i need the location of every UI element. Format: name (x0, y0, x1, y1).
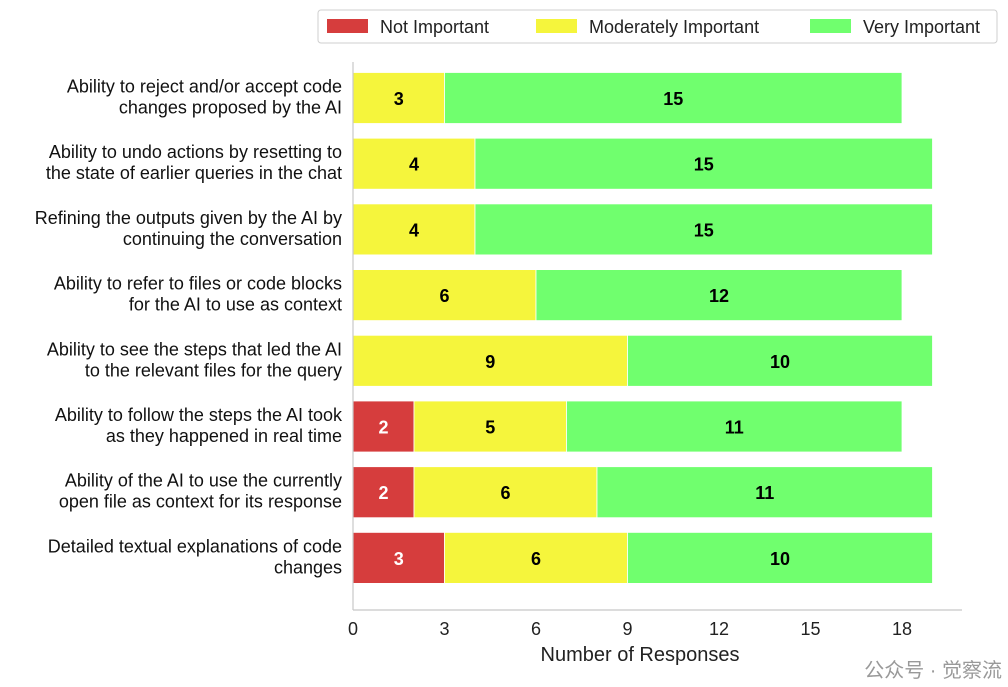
x-tick-label: 9 (622, 619, 632, 639)
x-tick-label: 18 (892, 619, 912, 639)
bar-segment (352, 72, 445, 124)
bar-value-label: 10 (770, 549, 790, 569)
x-tick-labels: 0 3 6 9 12 15 18 (348, 619, 912, 639)
category-label: Ability to reject and/or accept code (67, 77, 342, 97)
category-label: Ability to refer to files or code blocks (54, 274, 342, 294)
bar-value-label: 15 (694, 155, 714, 175)
bar-segment (352, 532, 445, 584)
bar-value-label: 6 (439, 286, 449, 306)
category-labels: Ability to reject and/or accept codechan… (35, 77, 343, 578)
bar-segment (474, 137, 933, 190)
bar-value-label: 9 (485, 352, 495, 372)
bar-segment (566, 400, 903, 453)
bar-segment (352, 269, 537, 322)
bar-value-label: 15 (694, 220, 714, 240)
bar-value-label: 3 (394, 549, 404, 569)
legend-box (317, 9, 998, 44)
bar-segment (627, 532, 933, 584)
category-label: Ability to undo actions by resetting to (49, 142, 342, 162)
watermark: 公众号 · 觉察流 (864, 659, 1002, 682)
legend-label: Not Important (380, 17, 489, 37)
bar-segment (627, 334, 933, 387)
bars-group: 3 15 4 15 4 15 6 12 9 10 2 5 11 2 6 11 3 6 10 (352, 72, 933, 584)
bar-value-label: 11 (725, 418, 744, 438)
legend-label: Moderately Important (589, 17, 759, 37)
x-tick-label: 6 (531, 619, 541, 639)
category-label: as they happened in real time (106, 426, 342, 446)
category-label: Ability of the AI to use the currently (65, 471, 342, 491)
bar-value-label: 11 (755, 483, 774, 503)
legend-swatch (536, 19, 577, 33)
bar-value-label: 10 (770, 352, 790, 372)
bar-segment (352, 137, 476, 190)
x-axis-label: Number of Responses (541, 644, 740, 666)
bar-value-label: 2 (378, 483, 388, 503)
bar-segment (413, 466, 598, 519)
bar-segment (444, 72, 903, 124)
category-label: for the AI to use as context (129, 295, 342, 315)
category-label: open file as context for its response (59, 492, 342, 512)
bar-segment (444, 532, 628, 584)
bar-value-label: 12 (709, 286, 729, 306)
legend-swatch (327, 19, 368, 33)
category-label: Refining the outputs given by the AI by (35, 208, 342, 228)
bar-value-label: 2 (378, 418, 388, 438)
bar-segment (413, 400, 567, 453)
legend-label: Very Important (863, 17, 980, 37)
category-label: to the relevant files for the query (85, 360, 342, 380)
category-label: Detailed textual explanations of code (48, 536, 342, 556)
bar-segment (474, 203, 933, 256)
bar-value-label: 4 (409, 220, 419, 240)
bar-segment (352, 466, 415, 519)
bar-value-label: 15 (663, 89, 683, 109)
bar-segment (596, 466, 933, 519)
legend: Not Important Moderately Important Very Im… (317, 9, 998, 44)
category-label: changes proposed by the AI (119, 98, 342, 118)
bar-value-label: 6 (531, 549, 541, 569)
category-label: Ability to see the steps that led the AI (47, 339, 342, 359)
x-tick-label: 15 (800, 619, 820, 639)
bar-value-label: 3 (394, 89, 404, 109)
category-label: the state of earlier queries in the chat (46, 163, 342, 183)
category-label: Ability to follow the steps the AI took (55, 405, 343, 425)
legend-swatch (810, 19, 851, 33)
x-tick-label: 12 (709, 619, 729, 639)
bar-segment (352, 203, 476, 256)
bar-value-label: 4 (409, 155, 419, 175)
category-label: changes (274, 557, 342, 577)
x-tick-label: 0 (348, 619, 358, 639)
bar-value-label: 6 (500, 483, 510, 503)
bar-value-label: 5 (485, 418, 495, 438)
bar-segment (535, 269, 903, 322)
x-tick-label: 3 (439, 619, 449, 639)
category-label: continuing the conversation (123, 229, 342, 249)
